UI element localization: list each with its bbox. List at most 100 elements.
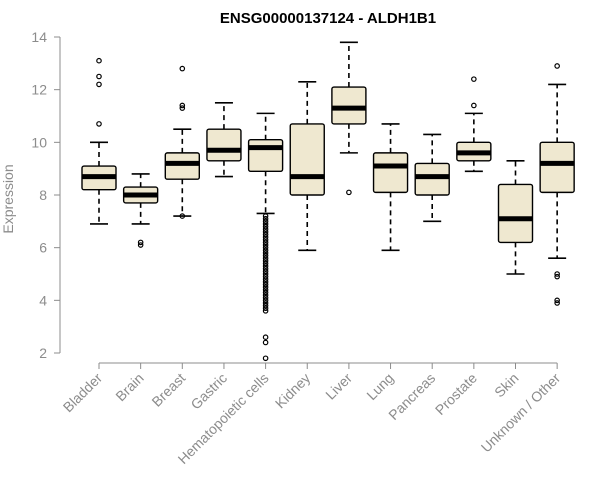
y-axis: 2 4 6 8 10 12 14: [31, 29, 61, 361]
y-tick-label: 12: [31, 82, 47, 98]
outlier-point: [262, 215, 269, 222]
outlier-point: [262, 289, 269, 296]
outlier-point: [262, 231, 269, 238]
iqr-box: [372, 152, 409, 194]
outlier-point: [179, 102, 186, 109]
outlier-point: [262, 273, 269, 280]
outlier-point: [262, 258, 269, 264]
outlier-point: [262, 300, 269, 306]
iqr-box: [414, 162, 450, 196]
outlier-point: [262, 279, 269, 285]
outlier-point: [262, 265, 269, 272]
x-category-label: Kidney: [272, 370, 314, 412]
outlier-point: [262, 252, 269, 259]
outlier-point: [554, 300, 560, 306]
outlier-point: [262, 226, 269, 233]
box-brain: [122, 173, 159, 248]
outlier-point: [262, 236, 269, 243]
outlier-point: [262, 218, 269, 225]
box-kidney: [289, 80, 325, 252]
outlier-point: [471, 102, 477, 109]
outlier-point: [262, 234, 269, 240]
box-unknown-other: [539, 63, 575, 306]
outlier-point: [96, 73, 102, 80]
x-category-label: Brain: [112, 370, 146, 404]
box-hematopoietic-cells: [247, 112, 284, 362]
outlier-point: [346, 189, 352, 196]
box-liver: [331, 41, 367, 196]
outlier-point: [262, 297, 269, 304]
y-tick-label: 14: [31, 29, 47, 45]
outlier-point: [471, 76, 477, 82]
x-category-label: Unknown / Other: [478, 370, 564, 456]
iqr-box: [289, 123, 325, 196]
outlier-point: [262, 268, 269, 275]
outlier-point: [137, 242, 144, 248]
outlier-point: [554, 63, 560, 69]
box-bladder: [81, 57, 117, 225]
outlier-point: [262, 213, 269, 219]
outlier-point: [554, 271, 560, 277]
outlier-point: [262, 286, 269, 293]
outlier-point: [96, 57, 102, 64]
outlier-point: [554, 273, 560, 280]
outlier-point: [262, 223, 269, 230]
y-tick-label: 6: [39, 240, 47, 256]
plot-area: [81, 41, 575, 362]
outlier-point: [179, 105, 186, 111]
outlier-point: [262, 242, 269, 248]
y-tick-label: 10: [31, 134, 47, 150]
box-prostate: [456, 76, 492, 173]
y-axis-label: Expression: [0, 164, 16, 233]
outlier-point: [262, 271, 269, 277]
outlier-point: [262, 263, 269, 269]
x-category-label: Liver: [322, 370, 355, 403]
outlier-point: [179, 213, 186, 219]
iqr-box: [497, 183, 534, 244]
iqr-box: [331, 86, 367, 125]
outlier-point: [262, 244, 269, 251]
box-breast: [164, 65, 201, 219]
y-tick-label: 2: [39, 345, 47, 361]
box-gastric: [206, 102, 242, 178]
outlier-point: [262, 239, 269, 246]
outlier-point: [262, 302, 269, 309]
box-skin: [497, 159, 534, 275]
outlier-point: [262, 292, 269, 298]
outlier-point: [262, 276, 269, 283]
y-tick-label: 8: [39, 187, 47, 203]
outlier-point: [96, 81, 102, 88]
outlier-point: [137, 239, 144, 246]
outlier-point: [262, 255, 269, 262]
x-category-label: Prostate: [432, 370, 480, 418]
box-pancreas: [414, 133, 450, 223]
outlier-point: [262, 247, 269, 254]
outlier-point: [262, 334, 269, 341]
outlier-point: [262, 308, 269, 314]
y-tick-label: 4: [39, 292, 47, 308]
outlier-point: [262, 284, 269, 290]
outlier-point: [179, 65, 186, 72]
outlier-point: [262, 281, 269, 288]
outlier-point: [262, 250, 269, 256]
box-lung: [372, 123, 409, 252]
outlier-point: [262, 229, 269, 235]
x-category-label: Lung: [363, 370, 396, 403]
iqr-box: [247, 138, 284, 172]
outlier-point: [262, 294, 269, 301]
outlier-point: [262, 221, 269, 227]
x-category-label: Breast: [148, 370, 188, 410]
outlier-point: [262, 260, 269, 267]
outlier-point: [96, 121, 102, 127]
outlier-point: [554, 297, 560, 304]
iqr-box: [539, 141, 575, 194]
x-category-label: Bladder: [60, 370, 106, 416]
outlier-point: [262, 305, 269, 312]
iqr-box: [206, 128, 242, 162]
chart-title: ENSG00000137124 - ALDH1B1: [220, 10, 436, 27]
x-category-label: Skin: [491, 370, 522, 401]
iqr-box: [164, 152, 201, 180]
outlier-point: [262, 355, 269, 362]
